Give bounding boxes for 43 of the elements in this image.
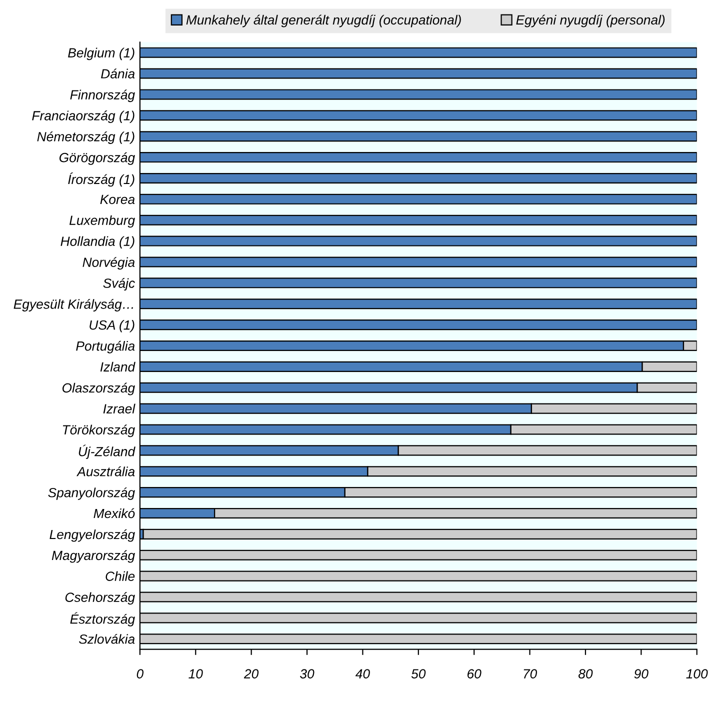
y-tick-label: Dánia [101, 68, 135, 78]
x-tick-label: 100 [686, 669, 708, 678]
y-tick-label: USA (1) [90, 320, 134, 332]
legend-label: Egyéni nyugdíj (personal) [516, 14, 665, 28]
y-tick-label: Egyesült Királyság… [14, 299, 133, 312]
y-tick-label: Spanyolország [48, 487, 135, 500]
y-tick-label: Ausztrália [76, 466, 135, 476]
x-tick-label: 50 [411, 669, 426, 678]
y-tick-label: Hollandia (1) [60, 236, 134, 249]
y-tick-label: Portugália [76, 340, 135, 354]
y-tick-label: Chile [106, 571, 135, 581]
x-tick-label: 60 [468, 669, 482, 678]
y-tick-label: Luxemburg [69, 215, 135, 228]
y-tick-label: Svájc [103, 278, 135, 291]
x-tick-label: 90 [634, 669, 648, 678]
x-tick-label: 80 [578, 669, 593, 678]
y-tick-label: Korea [100, 194, 135, 204]
y-tick-label: Izrael [103, 404, 136, 414]
y-tick-label: Csehország [65, 592, 135, 605]
x-tick-label: 20 [244, 669, 259, 678]
y-tick-label: Törökország [62, 424, 135, 438]
x-tick-label: 70 [524, 669, 538, 678]
y-tick-label: Finnország [70, 90, 135, 102]
y-tick-label: Magyarország [52, 550, 135, 563]
y-tick-label: Görögország [59, 152, 135, 165]
y-tick-label: Izland [100, 362, 136, 372]
y-tick-label: Szlovákia [78, 634, 135, 644]
y-tick-label: Franciaország (1) [32, 110, 134, 123]
y-tick-label: Belgium (1) [68, 48, 134, 60]
legend-label: Munkahely által generált nyugdíj (occupational) [186, 14, 461, 28]
y-tick-label: Németország (1) [37, 131, 134, 144]
y-tick-label: Új-Zéland [78, 444, 136, 459]
y-tick-label: Lengyelország [50, 529, 135, 542]
y-tick-label: Olaszország [62, 382, 135, 396]
x-tick-label: 10 [188, 669, 203, 678]
x-tick-label: 40 [355, 669, 370, 678]
x-tick-label: 30 [300, 669, 314, 678]
y-tick-label: Írország (1) [68, 172, 134, 187]
x-tick-label: 0 [136, 669, 144, 678]
y-tick-label: Mexikó [94, 508, 135, 518]
bar [142, 528, 697, 540]
y-tick-label: Észtország [70, 612, 135, 626]
y-tick-label: Norvégia [82, 257, 135, 270]
